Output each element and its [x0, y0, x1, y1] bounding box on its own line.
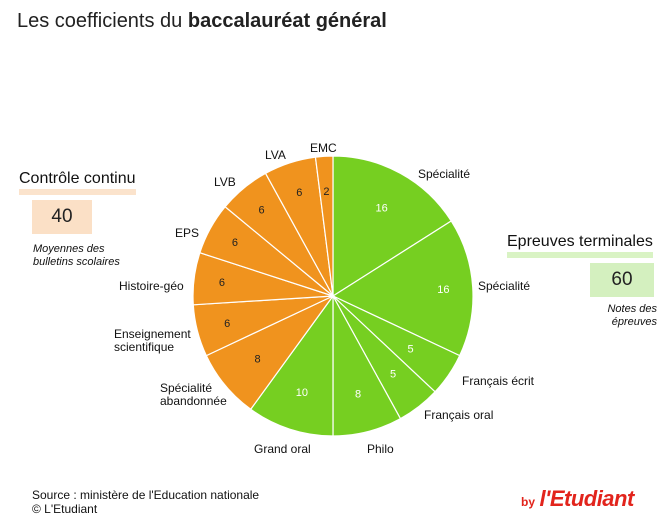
slice-category-label: Enseignement scientifique — [114, 327, 191, 354]
epreuves-terminales-title: Epreuves terminales — [507, 234, 653, 258]
pie-slice — [249, 294, 334, 437]
controle-continu-note: Moyennes des bulletins scolaires — [33, 243, 120, 268]
slice-category-label: Spécialité — [418, 167, 470, 181]
slice-category-label: Spécialité abandonnée — [160, 381, 227, 408]
letudiant-logo[interactable]: by l'Etudiant — [521, 486, 634, 512]
slice-category-label: EMC — [310, 141, 337, 155]
slice-value-label: 5 — [408, 344, 414, 356]
slice-category-label: Spécialité — [478, 279, 530, 293]
copyright-text: © L'Etudiant — [32, 502, 98, 516]
slice-value-label: 6 — [296, 187, 302, 199]
slice-value-label: 6 — [219, 277, 225, 289]
slice-value-label: 2 — [323, 186, 329, 198]
chart-title: Les coefficients du baccalauréat général — [17, 10, 387, 33]
slice-category-label: Français écrit — [462, 374, 535, 388]
slice-value-label: 8 — [355, 389, 361, 401]
slice-value-label: 8 — [254, 354, 260, 366]
slice-value-label: 5 — [390, 368, 396, 380]
slice-category-label: LVB — [214, 175, 236, 189]
source-text: Source : ministère de l'Education nation… — [32, 488, 260, 502]
slice-category-label: Philo — [367, 442, 394, 456]
logo-by: by — [521, 495, 536, 509]
slice-category-label: Grand oral — [254, 442, 311, 456]
slice-category-label: Français oral — [424, 408, 493, 422]
pie-slice — [332, 155, 453, 298]
slice-value-label: 6 — [232, 237, 238, 249]
epreuves-terminales-total: 60 — [590, 263, 654, 297]
logo-brand: l'Etudiant — [539, 486, 634, 511]
chart-title-bold: baccalauréat général — [187, 10, 387, 32]
epreuves-terminales-note: Notes des épreuves — [607, 303, 657, 328]
pie-slice — [331, 220, 474, 357]
pie-slice — [314, 155, 334, 297]
slice-value-label: 16 — [375, 203, 387, 215]
chart-title-prefix: Les coefficients du — [17, 10, 188, 32]
source-note: Source : ministère de l'Education nation… — [32, 488, 259, 516]
slice-value-label: 6 — [224, 318, 230, 330]
controle-continu-title: Contrôle continu — [19, 171, 136, 195]
slice-category-label: EPS — [175, 226, 199, 240]
slice-category-label: LVA — [265, 148, 286, 162]
slice-category-label: Histoire-géo — [119, 279, 184, 293]
slice-value-label: 6 — [259, 205, 265, 217]
slice-value-label: 10 — [296, 387, 308, 399]
slice-value-label: 16 — [437, 284, 449, 296]
controle-continu-total: 40 — [32, 200, 92, 234]
